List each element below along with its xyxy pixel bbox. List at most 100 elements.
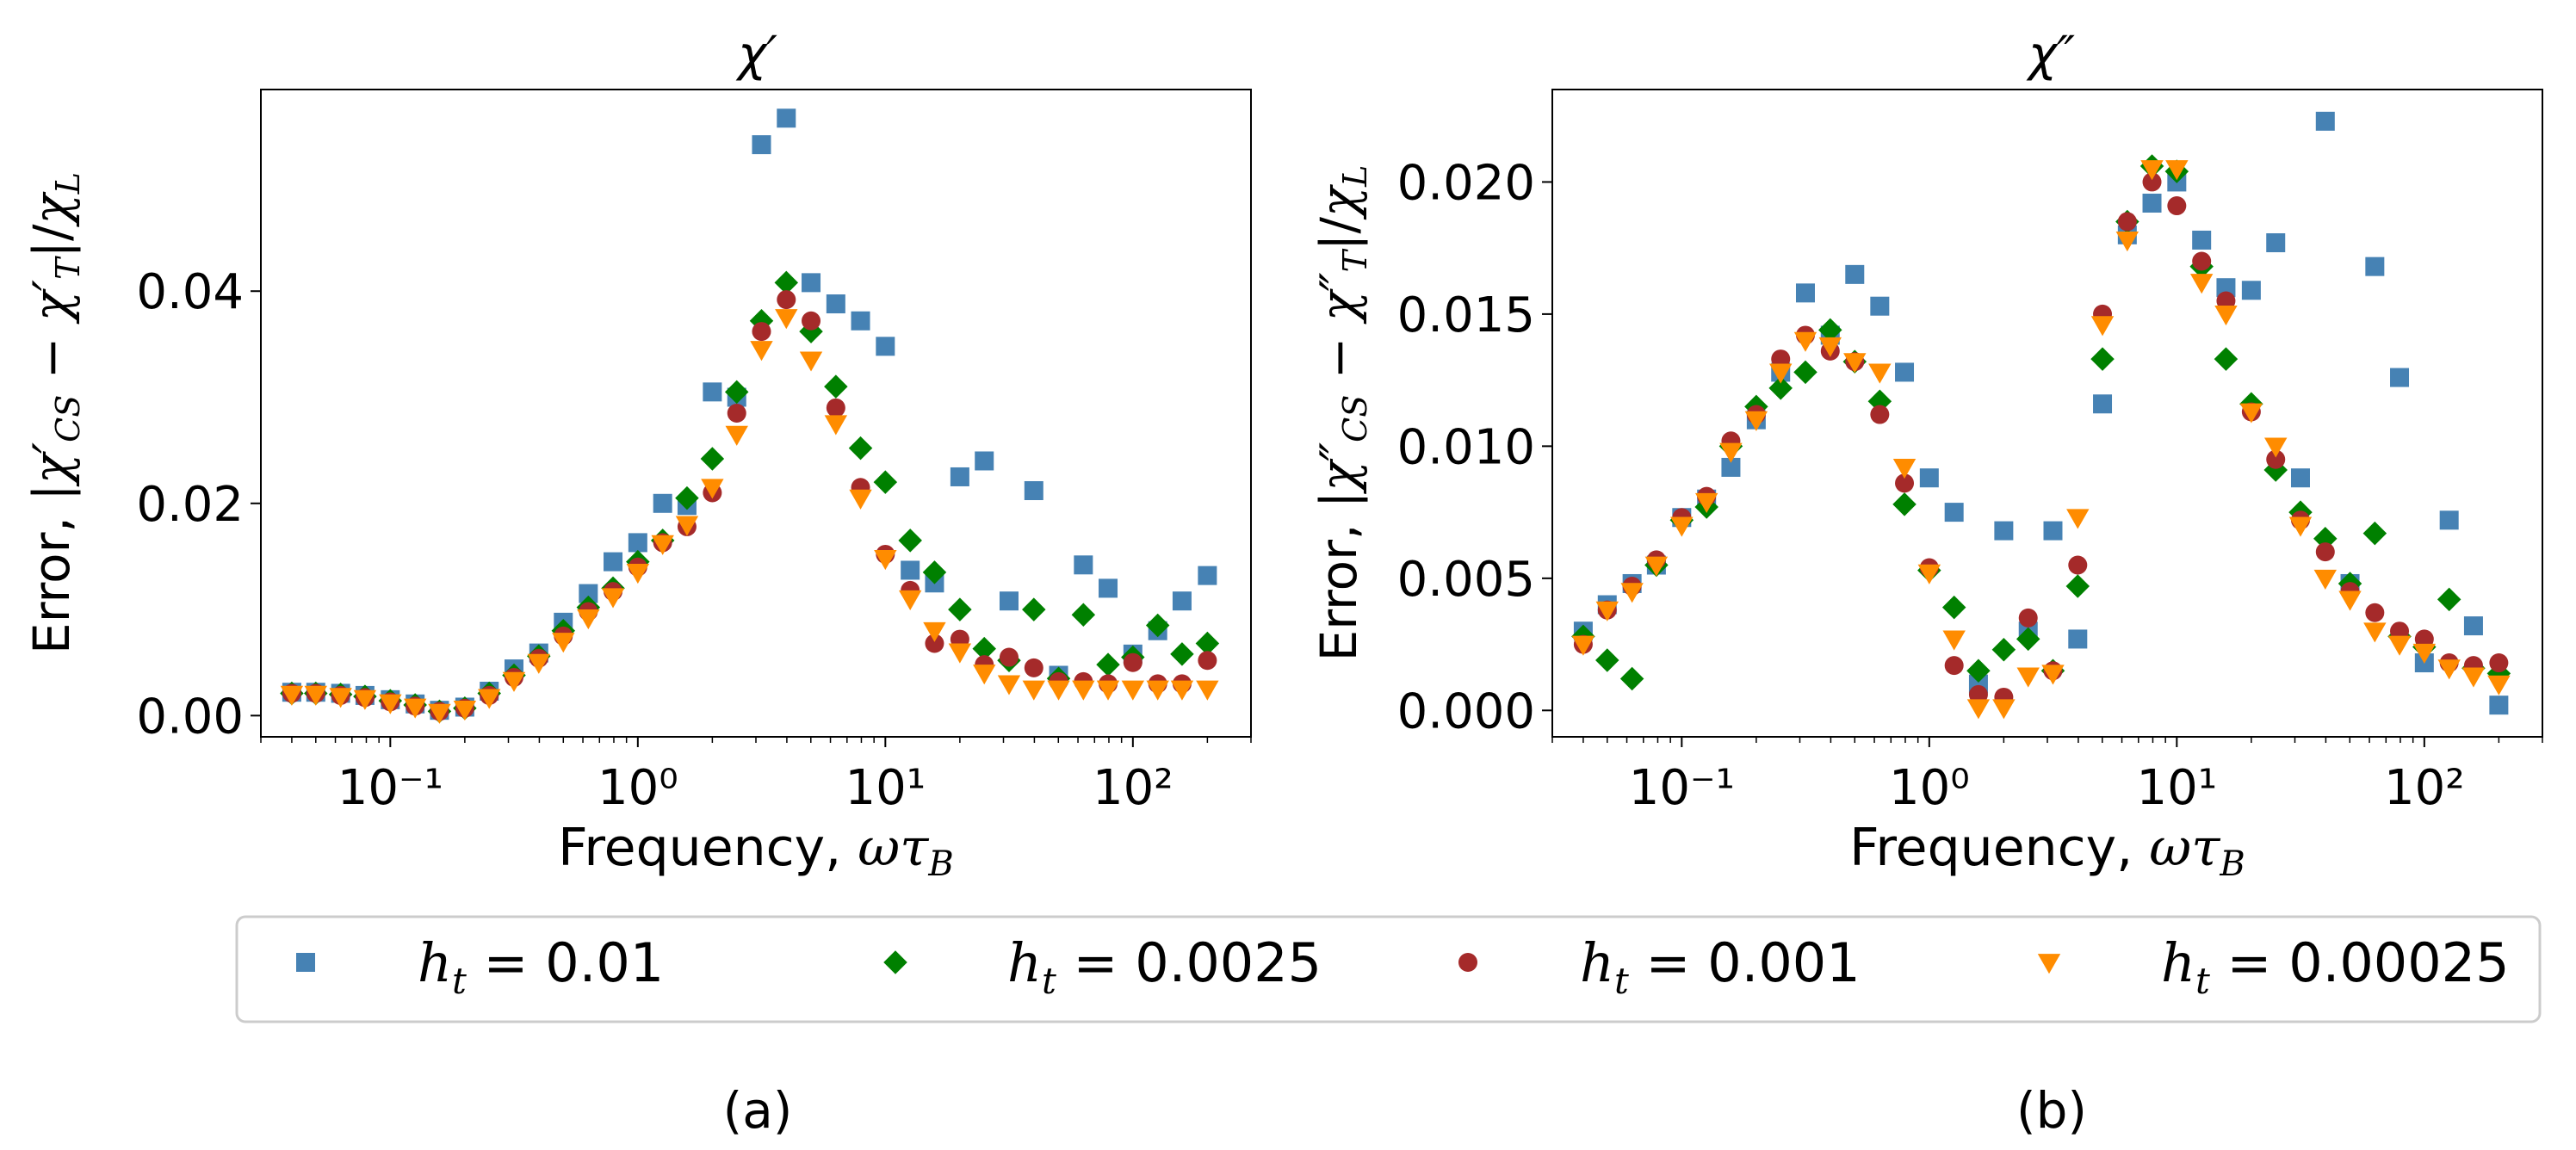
data-point-series-4	[601, 588, 625, 609]
data-point-series-1	[1944, 503, 1964, 522]
data-point-series-4	[379, 694, 402, 714]
legend-label-value: = 0.01	[467, 931, 664, 994]
data-point-series-4	[329, 688, 352, 708]
data-point-series-4	[1942, 630, 1966, 651]
legend-frame	[235, 915, 2542, 1023]
data-point-series-2	[1966, 658, 1991, 683]
data-point-series-2	[2362, 521, 2387, 546]
legend-label-value: = 0.001	[1629, 931, 1861, 994]
x-tick-label: 10⁰	[598, 760, 678, 816]
data-point-series-4	[1992, 699, 2016, 720]
y-tick-label: 0.04	[136, 264, 244, 320]
data-point-series-1	[2489, 696, 2509, 715]
data-point-series-2	[1991, 637, 2016, 662]
data-point-series-4	[1818, 337, 1842, 357]
panel-label-a: (a)	[723, 1081, 793, 1140]
data-point-series-4	[1892, 459, 1917, 479]
panel-a: χ′ 0.00 0.02 0.04 10⁻¹ 10⁰ 10¹ 10² Frequency,…	[22, 27, 1252, 884]
data-point-series-1	[901, 560, 920, 580]
panel-a-data-points	[280, 108, 1220, 724]
data-point-series-4	[1047, 680, 1070, 701]
x-tick-label: 10²	[2384, 760, 2465, 816]
data-point-series-1	[1870, 296, 1890, 316]
x-tick-label: 10⁻¹	[337, 760, 443, 816]
data-point-series-1	[2241, 281, 2261, 300]
data-point-series-1	[2142, 193, 2162, 213]
data-point-series-1	[2439, 510, 2459, 530]
data-point-series-2	[1619, 666, 1644, 691]
data-point-series-3	[2365, 603, 2385, 622]
data-point-series-4	[1620, 583, 1644, 603]
data-point-series-3	[2068, 555, 2088, 575]
data-point-series-3	[1870, 405, 1890, 424]
data-point-series-2	[948, 597, 972, 621]
x-tick-label: 10⁰	[1889, 760, 1970, 816]
data-point-series-2	[1892, 492, 1917, 516]
legend-label-sub: t	[452, 960, 467, 1002]
data-point-series-4	[2363, 622, 2387, 643]
data-point-series-4	[725, 425, 748, 446]
legend-marker-1	[296, 953, 315, 972]
data-point-series-3	[802, 311, 821, 331]
data-point-series-4	[874, 549, 897, 571]
data-point-series-4	[997, 675, 1021, 696]
data-point-series-4	[775, 309, 798, 330]
data-point-series-1	[2290, 468, 2310, 488]
data-point-series-2	[1595, 648, 1619, 672]
data-point-series-1	[999, 591, 1019, 611]
data-point-series-3	[1024, 658, 1043, 677]
panel-b-x-ticks: 10⁻¹ 10⁰ 10¹ 10²	[1551, 737, 2543, 816]
data-point-series-4	[923, 621, 946, 642]
data-point-series-4	[1170, 680, 1194, 701]
data-point-series-1	[2365, 257, 2385, 276]
data-point-series-1	[752, 135, 771, 155]
data-point-series-4	[2487, 675, 2511, 696]
data-point-series-4	[849, 489, 872, 510]
legend: ht = 0.01 ht = 0.0025 ht = 0.001 ht = 0.000…	[235, 915, 2542, 1023]
data-point-series-1	[826, 294, 845, 314]
data-point-series-1	[2216, 278, 2236, 298]
data-point-series-2	[1768, 376, 1793, 400]
data-point-series-1	[2068, 629, 2088, 649]
data-point-series-4	[1644, 556, 1669, 577]
panel-a-xlabel: Frequency, ωτB	[558, 818, 954, 884]
legend-label-value: = 0.00025	[2210, 931, 2510, 994]
data-point-series-1	[1198, 566, 1217, 585]
data-point-series-4	[2437, 659, 2461, 680]
data-point-series-3	[2266, 449, 2286, 469]
data-point-series-2	[1793, 360, 1817, 385]
legend-marker-3	[1458, 953, 1477, 972]
data-point-series-4	[1072, 680, 1095, 701]
panel-a-ylabel: Error, |χ′CS − χ′T|/χL	[22, 172, 87, 654]
legend-label-sub: t	[1042, 960, 1056, 1002]
y-tick-label: 0.02	[136, 477, 244, 533]
legend-marker-4	[2037, 954, 2061, 974]
data-point-series-2	[724, 380, 749, 405]
data-point-series-4	[1022, 680, 1045, 701]
data-point-series-3	[2192, 251, 2212, 271]
data-point-series-2	[972, 636, 996, 661]
data-point-series-1	[1099, 578, 1118, 598]
legend-label-sub: t	[1614, 960, 1629, 1002]
data-point-series-4	[2313, 569, 2337, 590]
data-point-series-3	[999, 647, 1019, 667]
y-tick-label: 0.010	[1397, 419, 1535, 475]
data-point-series-1	[1024, 480, 1043, 500]
data-point-series-2	[1096, 652, 1120, 677]
data-point-series-1	[777, 108, 796, 128]
data-point-series-4	[478, 689, 501, 709]
data-point-series-2	[873, 470, 898, 494]
data-point-series-1	[653, 493, 672, 513]
data-point-series-1	[703, 382, 722, 402]
data-point-series-4	[2461, 667, 2486, 688]
data-point-series-4	[428, 703, 451, 724]
legend-label-1: ht = 0.01	[418, 931, 664, 1002]
data-point-series-2	[898, 529, 922, 553]
data-point-series-4	[1694, 492, 1718, 514]
data-point-series-4	[898, 590, 922, 610]
data-point-series-1	[2266, 233, 2286, 253]
data-point-series-2	[1071, 603, 1096, 627]
data-point-series-3	[2489, 653, 2509, 673]
